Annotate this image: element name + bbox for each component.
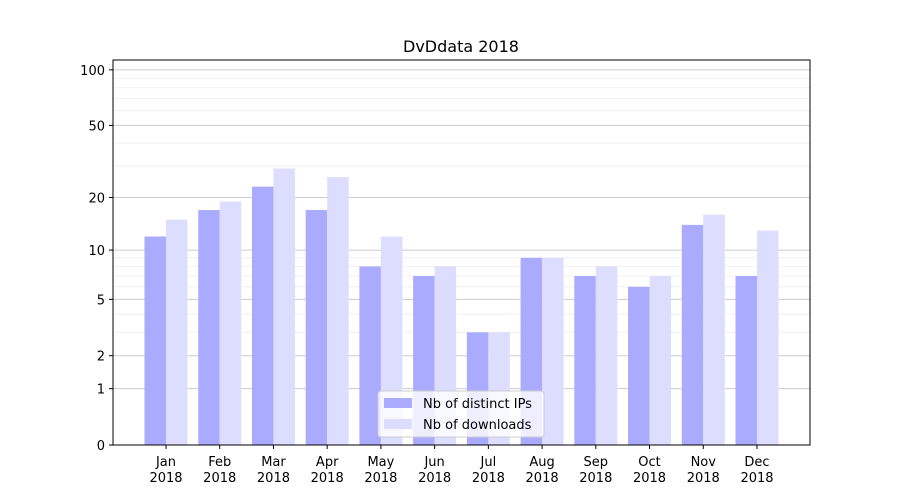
legend-swatch — [384, 419, 412, 429]
bar-downloads — [703, 214, 725, 445]
bar-distinct-ips — [574, 275, 596, 445]
bar-distinct-ips — [305, 210, 328, 445]
bar-distinct-ips — [735, 275, 757, 445]
y-tick-label: 50 — [88, 119, 105, 134]
y-tick-label: 5 — [97, 293, 105, 308]
legend-label: Nb of downloads — [423, 418, 532, 433]
x-tick-label: Jun 2018 — [418, 455, 451, 486]
x-tick-label: Dec 2018 — [740, 455, 773, 486]
bar-downloads — [273, 168, 295, 445]
x-tick-label: Aug 2018 — [526, 455, 559, 486]
x-tick-label: Jan 2018 — [149, 455, 182, 486]
y-tick-label: 2 — [97, 350, 105, 365]
y-tick-label: 0 — [97, 439, 105, 454]
x-tick-label: Mar 2018 — [257, 455, 290, 486]
bar-downloads — [219, 201, 242, 445]
legend-label: Nb of distinct IPs — [423, 397, 532, 412]
x-tick-label: Apr 2018 — [311, 455, 344, 486]
legend-box — [377, 390, 545, 438]
bar-downloads — [757, 230, 779, 445]
bar-distinct-ips — [359, 266, 381, 445]
plot-frame — [112, 59, 811, 446]
y-tick-label: 100 — [80, 64, 105, 79]
bar-distinct-ips — [251, 186, 274, 446]
y-tick-label: 1 — [97, 383, 105, 398]
bar-distinct-ips — [681, 224, 704, 445]
x-tick-label: Oct 2018 — [633, 455, 666, 486]
legend: Nb of distinct IPs Nb of downloads — [377, 390, 545, 438]
y-tick-label: 10 — [88, 244, 105, 259]
x-tick-label: Nov 2018 — [687, 455, 720, 486]
bar-downloads — [542, 257, 564, 445]
x-tick-label: Sep 2018 — [579, 455, 612, 486]
bar-downloads — [166, 219, 188, 445]
legend-swatch — [384, 398, 412, 408]
bar-downloads — [649, 275, 672, 445]
bar-distinct-ips — [628, 286, 650, 445]
chart-title: DvDdata 2018 — [403, 37, 519, 56]
bar-downloads — [595, 266, 618, 445]
bar-distinct-ips — [198, 210, 220, 445]
x-tick-label: Jul 2018 — [472, 455, 505, 486]
x-tick-label: Feb 2018 — [203, 455, 236, 486]
x-tick-label: May 2018 — [364, 455, 397, 486]
bar-downloads — [327, 177, 349, 445]
bar-distinct-ips — [144, 236, 166, 445]
y-tick-label: 20 — [88, 192, 105, 207]
